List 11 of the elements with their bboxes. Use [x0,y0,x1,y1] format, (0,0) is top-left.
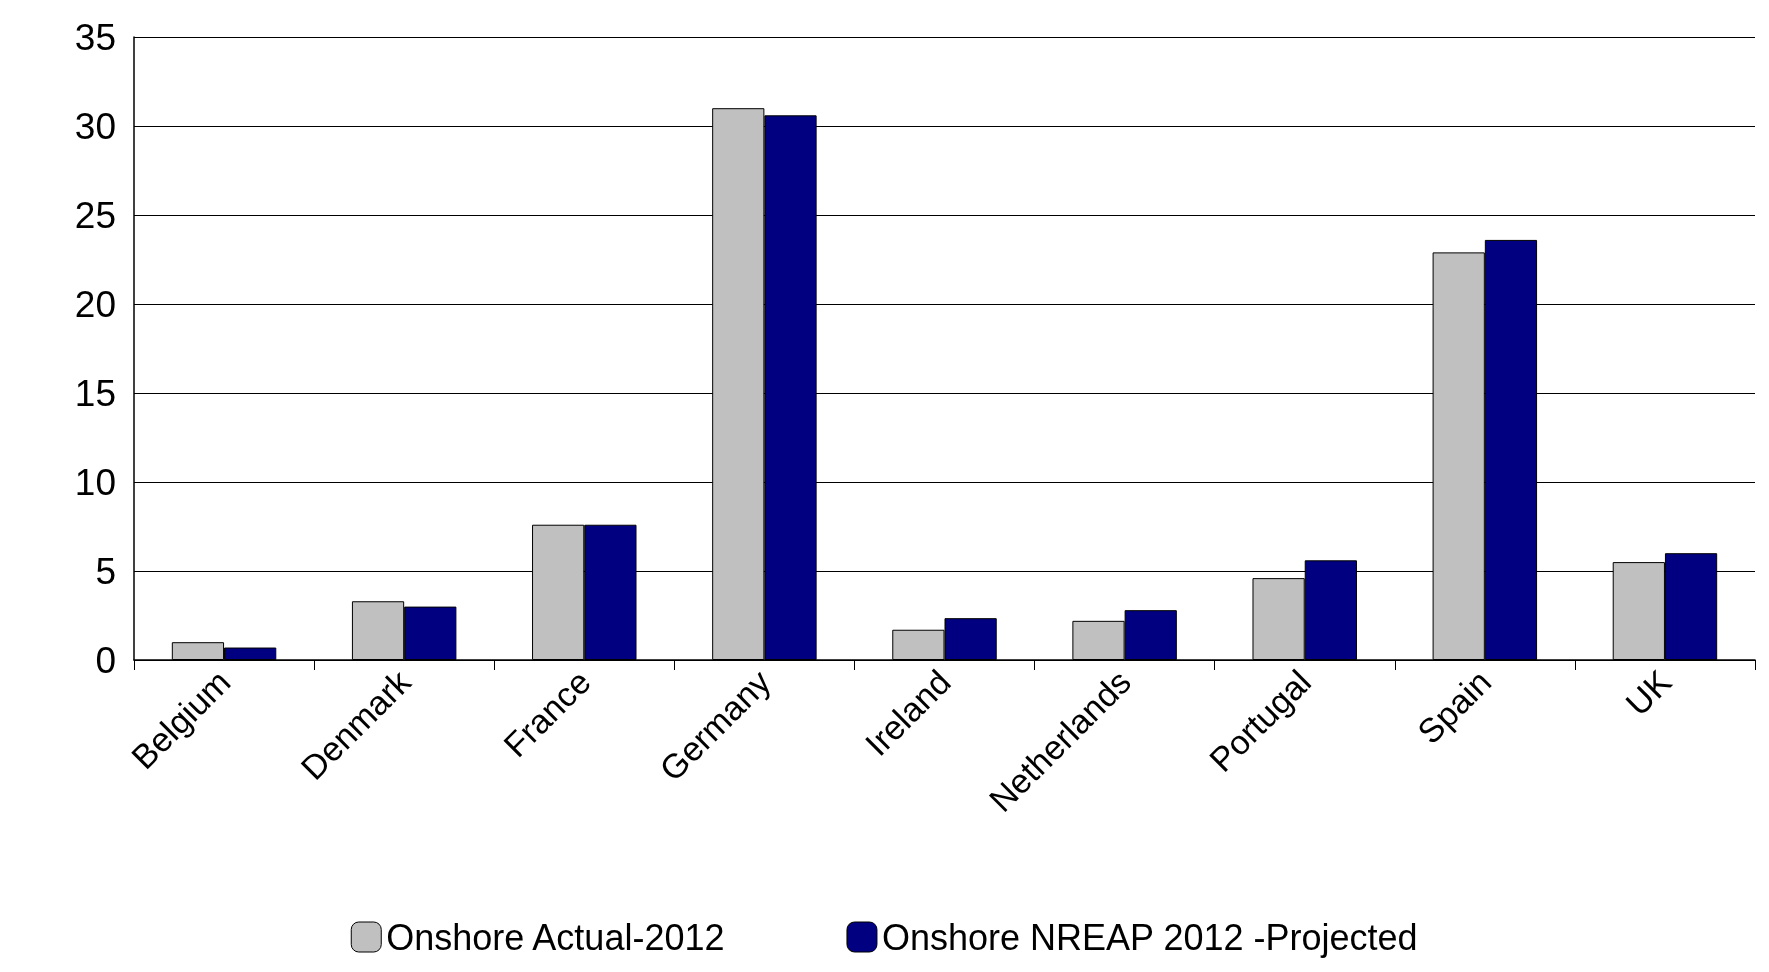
y-tick-label: 30 [74,105,116,147]
y-tick-label: 35 [74,16,116,58]
y-tick-label: 10 [74,461,116,503]
y-tick-label: 20 [74,283,116,325]
legend-label: Onshore Actual-2012 [386,916,725,958]
y-tick-label: 5 [95,550,116,592]
y-tick-label: 0 [95,639,116,681]
y-tick-label: 25 [74,194,116,236]
y-tick-label: 15 [74,372,116,414]
x-tick-label: UK [1618,662,1679,723]
legend-label: Onshore NREAP 2012 -Projected [881,916,1418,958]
